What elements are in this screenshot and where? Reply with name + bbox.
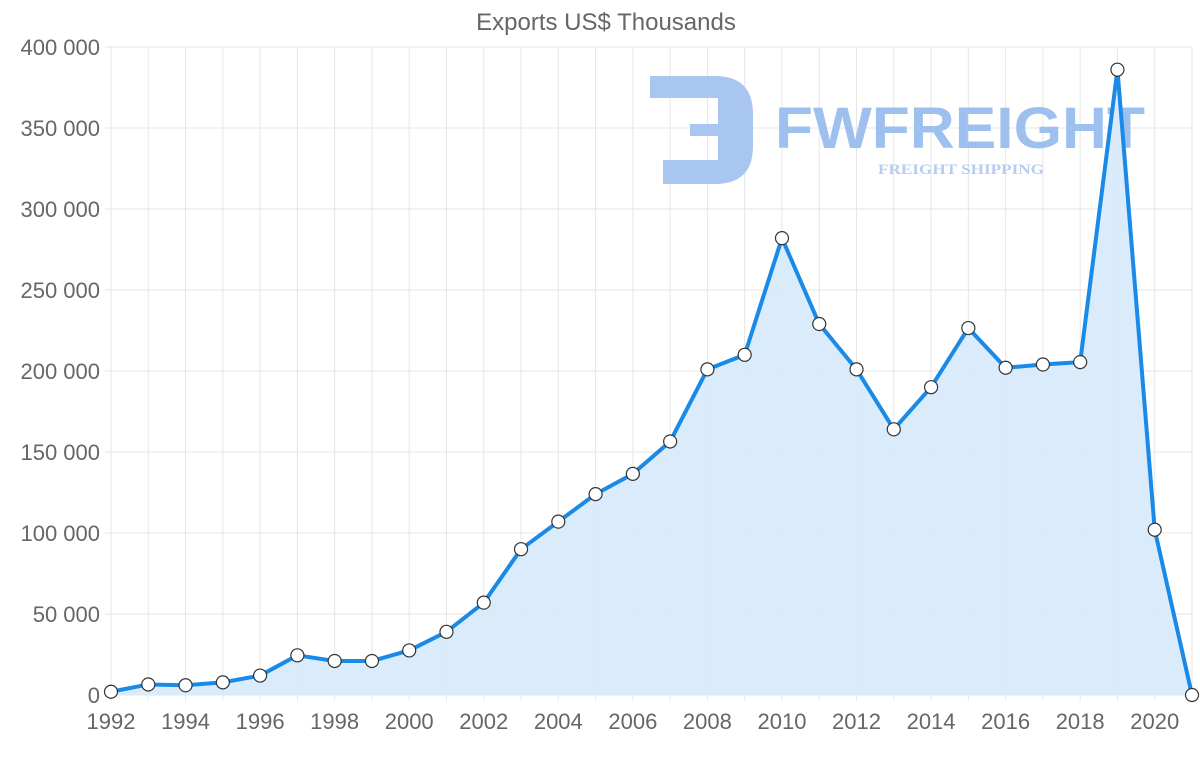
x-tick-label: 1998 xyxy=(310,709,359,734)
data-point-1993[interactable] xyxy=(141,677,156,692)
y-tick-label: 150 000 xyxy=(20,440,100,465)
area-fill-layer xyxy=(111,69,1192,696)
x-tick-label: 1992 xyxy=(87,709,136,734)
series-area xyxy=(111,69,1192,696)
data-point-2002[interactable] xyxy=(476,595,491,610)
data-point-2021[interactable] xyxy=(1184,687,1200,703)
y-axis-tick-labels: 0 50 000 100 000 150 000 200 000 250 000 300 0… xyxy=(20,35,100,708)
data-point-2005[interactable] xyxy=(588,487,603,502)
x-tick-label: 2002 xyxy=(459,709,508,734)
data-point-2013[interactable] xyxy=(886,422,901,437)
data-point-2019[interactable] xyxy=(1110,62,1125,77)
data-points xyxy=(103,62,1200,703)
x-tick-label: 2010 xyxy=(757,709,806,734)
x-tick-label: 2000 xyxy=(385,709,434,734)
x-tick-label: 1994 xyxy=(161,709,210,734)
x-tick-label: 2016 xyxy=(981,709,1030,734)
data-point-2012[interactable] xyxy=(849,362,864,377)
watermark-brand: FWFREIGHT xyxy=(775,96,1145,161)
data-point-1997[interactable] xyxy=(290,648,305,663)
x-tick-label: 2020 xyxy=(1130,709,1179,734)
y-tick-label: 300 000 xyxy=(20,197,100,222)
data-point-2008[interactable] xyxy=(700,362,715,377)
x-tick-label: 1996 xyxy=(236,709,285,734)
x-tick-label: 2004 xyxy=(534,709,583,734)
y-tick-label: 0 xyxy=(88,683,100,708)
logo-mark-icon xyxy=(650,76,753,184)
data-point-2017[interactable] xyxy=(1035,357,1050,372)
data-point-2004[interactable] xyxy=(551,514,566,529)
data-point-2015[interactable] xyxy=(961,320,976,336)
data-point-2016[interactable] xyxy=(998,360,1013,375)
watermark-tagline: FREIGHT SHIPPING xyxy=(878,162,1044,178)
data-point-1999[interactable] xyxy=(364,653,380,669)
y-tick-label: 50 000 xyxy=(33,602,100,627)
data-point-1996[interactable] xyxy=(253,668,268,683)
x-tick-label: 2012 xyxy=(832,709,881,734)
x-tick-label: 2014 xyxy=(907,709,956,734)
data-point-2018[interactable] xyxy=(1073,354,1088,370)
y-tick-label: 100 000 xyxy=(20,521,100,546)
data-point-1992[interactable] xyxy=(103,684,119,699)
data-point-2006[interactable] xyxy=(625,466,640,481)
y-tick-label: 350 000 xyxy=(20,116,100,141)
data-point-1994[interactable] xyxy=(178,678,193,693)
x-tick-label: 2008 xyxy=(683,709,732,734)
x-tick-label: 2006 xyxy=(608,709,657,734)
data-point-1998[interactable] xyxy=(327,653,342,669)
chart-title: Exports US$ Thousands xyxy=(476,9,736,36)
x-tick-label: 2018 xyxy=(1056,709,1105,734)
y-tick-label: 250 000 xyxy=(20,278,100,303)
data-point-2014[interactable] xyxy=(923,380,939,395)
data-point-2011[interactable] xyxy=(812,316,827,332)
y-tick-label: 200 000 xyxy=(20,359,100,384)
x-axis-tick-labels: 1992 1994 1996 1998 2000 2002 2004 2006 2008 2010… xyxy=(87,709,1180,734)
data-point-2007[interactable] xyxy=(663,434,678,449)
data-point-2001[interactable] xyxy=(439,624,454,639)
data-point-1995[interactable] xyxy=(215,675,230,690)
data-point-2009[interactable] xyxy=(737,347,752,362)
y-tick-label: 400 000 xyxy=(20,35,100,60)
data-point-2000[interactable] xyxy=(402,643,417,658)
watermark-logo: FWFREIGHT FREIGHT SHIPPING xyxy=(650,76,1145,184)
data-point-2003[interactable] xyxy=(513,542,529,557)
data-point-2020[interactable] xyxy=(1147,522,1162,537)
data-point-2010[interactable] xyxy=(774,231,790,246)
